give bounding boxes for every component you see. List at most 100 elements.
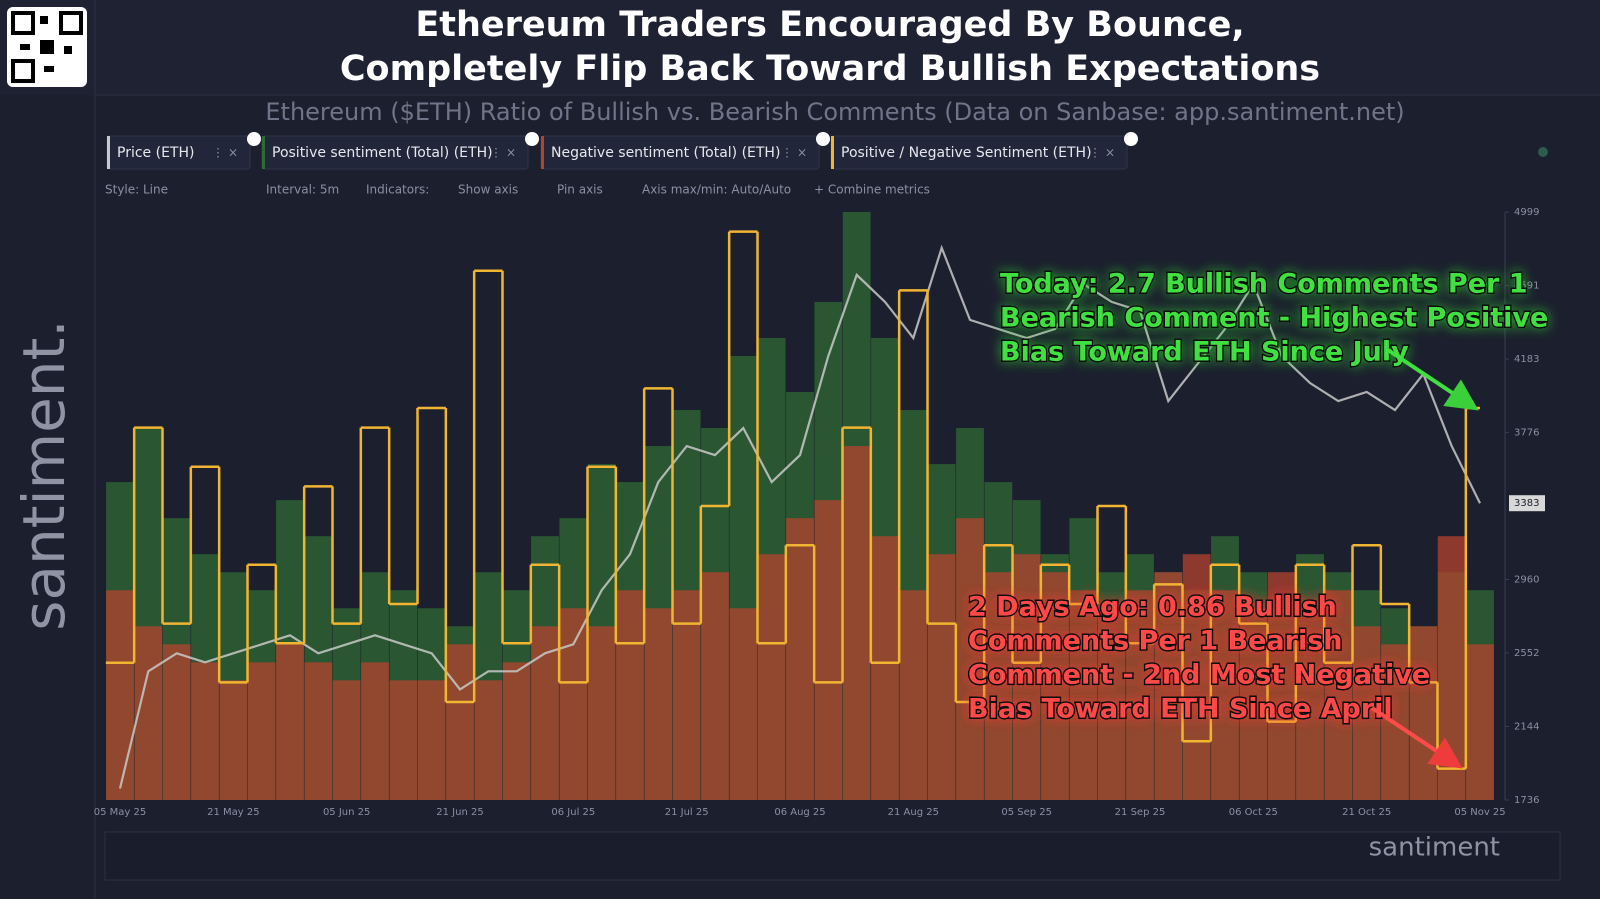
sentiment-bar [672,590,701,800]
annotation-arrow [1370,706,1463,769]
sentiment-bar [1267,572,1296,800]
x-tick-label: 21 Oct 25 [1342,807,1391,818]
title-line: Completely Flip Back Toward Bullish Expe… [340,49,1320,89]
annotation-text: Bias Toward ETH Since July [1000,337,1409,368]
sentiment-bar [927,554,956,800]
sentiment-bar [871,536,899,800]
metric-tab[interactable]: Price (ETH) ⋮ × [106,132,261,170]
tab-color [262,136,265,169]
x-tick-label: 05 Jun 25 [323,807,370,818]
y-tick-label: 4183 [1514,354,1539,365]
sentiment-bar [1154,572,1183,800]
metric-tab[interactable]: Positive sentiment (Total) (ETH)⋮ × [261,132,539,170]
sentiment-bar [786,518,814,800]
legend-label: Positive / Negative Sentiment (ETH) [841,145,1092,161]
sentiment-bar [587,626,616,800]
annotation-text: Bearish Comment - Highest Positive [1000,303,1548,334]
sentiment-bar [757,554,786,800]
sentiment-bar [389,680,418,800]
sentiment-bar [276,644,304,800]
status-dot [1538,147,1548,157]
y-tick-label: 2144 [1514,721,1539,732]
annotation-text: Comments Per 1 Bearish [968,626,1343,657]
annotation-text: Today: 2.7 Bullish Comments Per 1 [1000,269,1528,300]
sentiment-bar [474,680,503,800]
tab-menu: ⋮ [490,146,502,160]
y-tick-label: 2960 [1514,574,1539,585]
sentiment-bar [984,572,1013,800]
sentiment-bar [729,608,758,800]
sentiment-bar [956,518,984,800]
navigator[interactable] [104,831,1561,881]
toolbar-item[interactable]: Axis max/min: Auto/Auto [642,183,791,197]
metric-tab[interactable]: Positive / Negative Sentiment (ETH)⋮ × [830,132,1138,170]
sentiment-bar [304,662,333,800]
tab-pin[interactable] [1124,132,1138,146]
sentiment-bar [1324,590,1353,800]
legend-label: Negative sentiment (Total) (ETH) [551,145,780,161]
sentiment-bar [1296,608,1324,800]
sentiment-bar [417,680,446,800]
sentiment-bar [1466,644,1494,800]
sentiment-bar [1352,626,1381,800]
sentiment-bar [361,662,389,800]
header-band [0,0,1600,95]
sentiment-bar [162,644,191,800]
legend-label: Positive sentiment (Total) (ETH) [272,145,493,161]
x-tick-label: 05 Nov 25 [1454,807,1505,818]
x-tick-label: 21 Sep 25 [1115,807,1166,818]
toolbar-item[interactable]: Indicators: [366,183,429,197]
x-tick-label: 21 May 25 [207,807,259,818]
sentiment-bar [842,446,871,800]
toolbar-item[interactable]: Style: Line [105,183,168,197]
sentiment-bar [332,680,361,800]
toolbar-item[interactable]: Show axis [458,183,518,197]
y-tick-label: 4591 [1514,281,1539,292]
sentiment-bar [1041,572,1069,800]
x-tick-label: 21 Jun 25 [436,807,483,818]
tab-color [541,136,544,169]
corner-logo: santiment [1369,833,1500,863]
y-tick-label: 1736 [1514,795,1539,806]
x-tick-label: 06 Oct 25 [1229,807,1278,818]
tab-pin[interactable] [247,132,261,146]
title-line: Ethereum Traders Encouraged By Bounce, [415,5,1244,45]
x-tick-label: 06 Jul 25 [551,807,595,818]
tab-close[interactable]: × [228,146,238,160]
tab-pin[interactable] [525,132,539,146]
annotation-arrow [1386,348,1479,411]
sentiment-bar [106,590,134,800]
tab-close[interactable]: × [797,146,807,160]
current-price-label: 3383 [1514,498,1539,509]
current-price-box [1509,495,1545,512]
tab-color [107,136,110,169]
sidebar-logo: santiment. [10,319,78,631]
sentiment-bar [1211,590,1239,800]
y-tick-label: 2552 [1514,648,1539,659]
sentiment-bar [1097,608,1126,800]
sentiment-bar [1239,608,1268,800]
sentiment-bar [191,662,219,800]
sentiment-bar [1012,554,1041,800]
x-tick-label: 06 Aug 25 [774,807,825,818]
y-tick-label: 4999 [1514,207,1539,218]
toolbar-item[interactable]: Interval: 5m [266,183,339,197]
y-tick-label: 3776 [1514,427,1539,438]
tab-pin[interactable] [816,132,830,146]
toolbar-item[interactable]: Pin axis [557,183,603,197]
tab-menu: ⋮ [1089,146,1101,160]
toolbar-item[interactable]: + Combine metrics [814,183,930,197]
tab-close[interactable]: × [1105,146,1115,160]
sentiment-bar [1069,590,1098,800]
sentiment-bar [644,608,673,800]
tab-close[interactable]: × [506,146,516,160]
tab-menu: ⋮ [212,146,224,160]
sentiment-bar [502,662,531,800]
legend-label: Price (ETH) [117,145,194,161]
metric-tab[interactable]: Negative sentiment (Total) (ETH) ⋮ × [540,132,830,170]
annotation-text: 2 Days Ago: 0.86 Bullish [968,592,1337,623]
sentiment-bar [531,626,559,800]
chart-subtitle: Ethereum ($ETH) Ratio of Bullish vs. Bea… [265,98,1404,126]
sentiment-bar [446,644,474,800]
sentiment-bar [219,680,248,800]
